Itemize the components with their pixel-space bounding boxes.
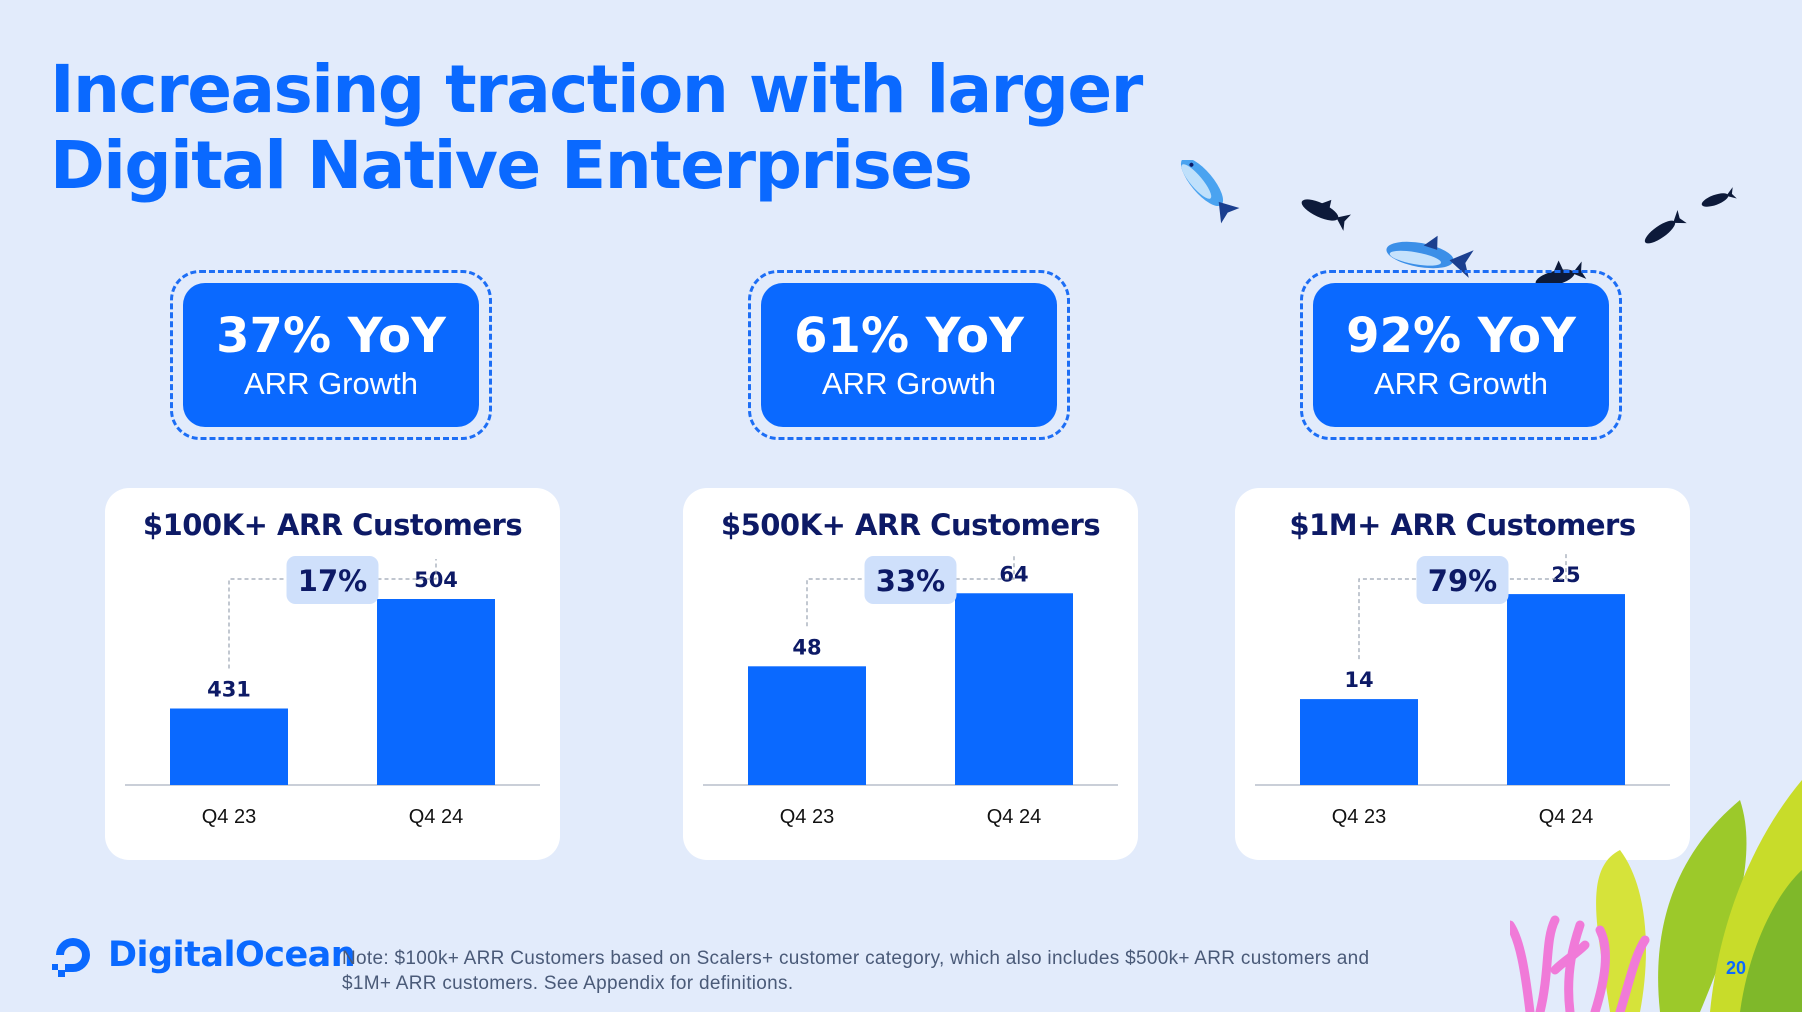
kpi-label: ARR Growth (244, 366, 418, 401)
fish-icon (1180, 160, 1240, 224)
bar (1507, 594, 1625, 785)
x-tick-label: Q4 23 (202, 806, 256, 828)
growth-label: 17% (298, 564, 367, 598)
x-tick-label: Q4 24 (1539, 806, 1593, 828)
fish-icon (1386, 235, 1474, 278)
page-title-line-1: Increasing traction with larger (50, 51, 1143, 128)
page-number: 20 (1726, 958, 1747, 978)
coral-plant-icon (1510, 780, 1802, 1012)
kpi-box: 61% YoY ARR Growth (761, 283, 1057, 427)
fish-icon (1301, 199, 1351, 231)
data-label: 14 (1344, 668, 1373, 692)
x-tick-label: Q4 23 (780, 806, 834, 828)
bar (748, 666, 866, 785)
fish-icon (1644, 209, 1687, 244)
x-tick-label: Q4 24 (409, 806, 463, 828)
kpi-value: 37% YoY (216, 308, 446, 364)
bar (377, 599, 495, 785)
kpi-card-2: 61% YoY ARR Growth (748, 270, 1070, 440)
data-label: 48 (792, 635, 821, 659)
kpi-value: 61% YoY (794, 308, 1024, 364)
kpi-card-1: 37% YoY ARR Growth (170, 270, 492, 440)
digitalocean-logo-icon (52, 938, 90, 977)
x-tick-label: Q4 24 (987, 806, 1041, 828)
x-tick-label: Q4 23 (1332, 806, 1386, 828)
kpi-card-3: 92% YoY ARR Growth (1300, 270, 1622, 440)
chart-card-2: $500K+ ARR Customers 48 Q4 23 64 Q4 24 33% (683, 488, 1138, 860)
chart-title: $100K+ ARR Customers (142, 508, 523, 542)
growth-label: 33% (876, 564, 945, 598)
bar (170, 708, 288, 785)
logo-text: DigitalOcean (108, 935, 356, 975)
kpi-box: 92% YoY ARR Growth (1313, 283, 1609, 427)
kpi-label: ARR Growth (822, 366, 996, 401)
page-title: Increasing traction with larger Digital … (50, 51, 1143, 204)
digitalocean-logo: DigitalOcean (50, 932, 356, 978)
kpi-value: 92% YoY (1346, 308, 1576, 364)
chart-title: $1M+ ARR Customers (1289, 508, 1636, 542)
kpi-box: 37% YoY ARR Growth (183, 283, 479, 427)
growth-pill (864, 556, 957, 604)
growth-pill (1416, 556, 1509, 604)
data-label: 431 (207, 678, 251, 702)
chart-card-3: $1M+ ARR Customers 14 Q4 23 25 Q4 24 79% (1235, 488, 1690, 860)
kpi-label: ARR Growth (1374, 366, 1548, 401)
chart-card-1: $100K+ ARR Customers 431 Q4 23 504 Q4 24 17% (105, 488, 560, 860)
growth-pill (286, 556, 379, 604)
page-title-line-2: Digital Native Enterprises (50, 127, 973, 204)
bar (1300, 699, 1418, 785)
fish-icon (1701, 187, 1737, 207)
chart-title: $500K+ ARR Customers (720, 508, 1101, 542)
bar (955, 593, 1073, 785)
footnote: Note: $100k+ ARR Customers based on Scal… (342, 948, 1370, 994)
coral-icon (1510, 915, 1650, 1012)
growth-label: 79% (1428, 564, 1497, 598)
